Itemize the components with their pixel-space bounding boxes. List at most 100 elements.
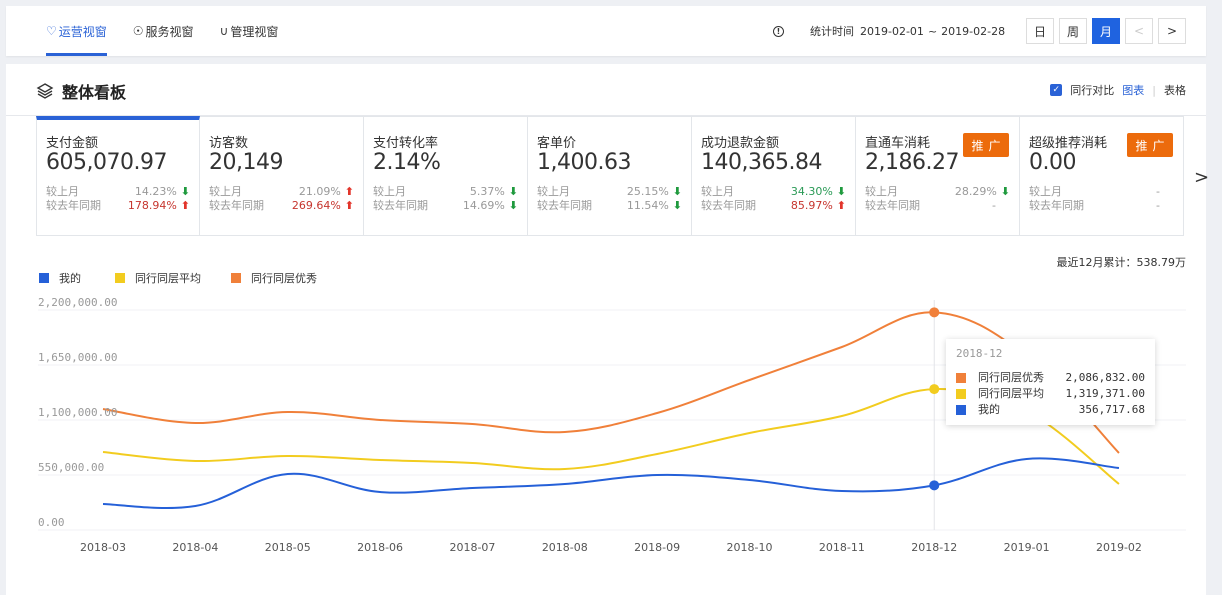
arrow-up-icon: ⬆: [180, 199, 190, 212]
metric-card[interactable]: 客单价 1,400.63 较上月 25.15% ⬇ 较去年同期 11.54% ⬇: [528, 116, 692, 236]
yoy-label: 较去年同期: [46, 199, 101, 212]
yoy-row: 较去年同期 14.69% ⬇: [373, 199, 518, 213]
metric-label: 支付金额: [46, 136, 99, 151]
mom-row: 较上月 5.37% ⬇: [373, 185, 518, 199]
twelve-month-total: 最近12月累计：538.79万: [1056, 256, 1187, 269]
arrow-down-icon: ⬇: [508, 199, 518, 212]
yoy-value: 85.97%: [790, 199, 833, 212]
yoy-label: 较去年同期: [865, 199, 920, 212]
tooltip-row: 我的 356,717.68: [956, 402, 1145, 418]
arrow-down-icon: ⬇: [1000, 185, 1010, 198]
stat-time-label: 统计时间: [810, 25, 854, 38]
metric-value: 20,149: [209, 150, 283, 175]
next-cards-arrow[interactable]: >: [1194, 167, 1210, 188]
chart-legend: 我的 同行同层平均 同行同层优秀: [39, 270, 351, 286]
week-button[interactable]: 周: [1059, 18, 1087, 44]
table-view-link[interactable]: 表格: [1164, 84, 1186, 97]
tooltip-series-value: 1,319,371.00: [1065, 387, 1145, 400]
metric-value: 2,186.27: [865, 150, 959, 175]
x-tick-label: 2018-07: [449, 541, 496, 554]
legend-label: 同行同层平均: [135, 272, 201, 285]
yoy-row: 较去年同期 269.64% ⬆: [209, 199, 354, 213]
yoy-value: -: [992, 199, 996, 212]
metric-comparison: 较上月 25.15% ⬇ 较去年同期 11.54% ⬇: [537, 185, 682, 213]
arrow-down-icon: ⬇: [508, 185, 518, 198]
metric-card[interactable]: 成功退款金额 140,365.84 较上月 34.30% ⬇ 较去年同期 85.97% ⬆: [692, 116, 856, 236]
tooltip-series-name: 我的: [978, 403, 1000, 416]
tooltip-series-value: 356,717.68: [1078, 403, 1145, 416]
month-button[interactable]: 月: [1092, 18, 1120, 44]
metric-comparison: 较上月 34.30% ⬇ 较去年同期 85.97% ⬆: [701, 185, 846, 213]
metric-card[interactable]: 超级推荐消耗 0.00 推广较上月 - 较去年同期 -: [1020, 116, 1184, 236]
mom-label: 较上月: [865, 185, 898, 198]
x-tick-label: 2018-12: [911, 541, 958, 554]
date-separator: ~: [927, 24, 938, 38]
tooltip-swatch: [956, 405, 966, 415]
tab-service[interactable]: ☉ 服务视窗: [133, 6, 194, 56]
arrow-down-icon: ⬇: [836, 185, 846, 198]
peer-compare: ✓ 同行对比 图表 | 表格: [1050, 82, 1186, 98]
y-tick-label: 550,000.00: [38, 461, 105, 474]
metric-value: 0.00: [1029, 150, 1076, 175]
arrow-up-icon: ⬆: [836, 199, 846, 212]
legend-item-top[interactable]: 同行同层优秀: [231, 270, 317, 286]
layers-icon: [36, 83, 54, 99]
info-icon[interactable]: !: [773, 25, 784, 37]
metric-card[interactable]: 访客数 20,149 较上月 21.09% ⬆ 较去年同期 269.64% ⬆: [200, 116, 364, 236]
metric-card[interactable]: 直通车消耗 2,186.27 推广较上月 28.29% ⬇ 较去年同期 -: [856, 116, 1020, 236]
mom-row: 较上月 28.29% ⬇: [865, 185, 1010, 199]
x-tick-label: 2018-10: [726, 541, 773, 554]
mom-value: 21.09%: [298, 185, 341, 198]
mom-row: 较上月 34.30% ⬇: [701, 185, 846, 199]
mom-value: -: [1156, 185, 1160, 198]
metric-comparison: 较上月 14.23% ⬇ 较去年同期 178.94% ⬆: [46, 185, 190, 213]
metric-label: 直通车消耗: [865, 136, 931, 151]
mom-row: 较上月 21.09% ⬆: [209, 185, 354, 199]
legend-item-mine[interactable]: 我的: [39, 270, 81, 286]
metric-label: 客单价: [537, 136, 577, 151]
metric-value: 605,070.97: [46, 150, 167, 175]
mom-label: 较上月: [537, 185, 570, 198]
tooltip-row: 同行同层优秀 2,086,832.00: [956, 370, 1145, 386]
tab-label: 服务视窗: [145, 24, 194, 39]
chart-view-link[interactable]: 图表: [1122, 84, 1145, 97]
x-tick-label: 2018-08: [541, 541, 588, 554]
mom-label: 较上月: [1029, 185, 1062, 198]
tooltip-swatch: [956, 373, 966, 383]
y-tick-label: 1,650,000.00: [38, 351, 118, 364]
next-period-button[interactable]: >: [1158, 18, 1186, 44]
y-tick-label: 2,200,000.00: [38, 296, 118, 309]
metric-card[interactable]: 支付转化率 2.14% 较上月 5.37% ⬇ 较去年同期 14.69% ⬇: [364, 116, 528, 236]
yoy-row: 较去年同期 85.97% ⬆: [701, 199, 846, 213]
yoy-value: 11.54%: [626, 199, 669, 212]
yoy-row: 较去年同期 11.54% ⬇: [537, 199, 682, 213]
metric-comparison: 较上月 - 较去年同期 -: [1029, 185, 1174, 213]
prev-period-button[interactable]: <: [1125, 18, 1153, 44]
metric-value: 1,400.63: [537, 150, 631, 175]
promote-button[interactable]: 推广: [963, 133, 1009, 157]
tab-management[interactable]: ∪ 管理视窗: [220, 6, 279, 56]
arrow-up-icon: ⬆: [344, 185, 354, 198]
x-tick-label: 2018-05: [264, 541, 311, 554]
peer-compare-checkbox[interactable]: ✓: [1050, 84, 1063, 96]
legend-label: 我的: [59, 272, 81, 285]
day-button[interactable]: 日: [1026, 18, 1054, 44]
x-tick-label: 2018-06: [357, 541, 404, 554]
headset-icon: ☉: [132, 24, 144, 38]
panel-title: 整体看板: [36, 79, 126, 103]
yoy-value: 269.64%: [291, 199, 341, 212]
legend-item-average[interactable]: 同行同层平均: [115, 270, 201, 286]
tab-label: 管理视窗: [230, 24, 279, 39]
x-tick-label: 2019-01: [1003, 541, 1050, 554]
mom-value: 5.37%: [469, 185, 505, 198]
metric-comparison: 较上月 28.29% ⬇ 较去年同期 -: [865, 185, 1010, 213]
y-tick-label: 1,100,000.00: [38, 406, 118, 419]
tab-operations[interactable]: ♡ 运营视窗: [46, 6, 107, 56]
promote-button[interactable]: 推广: [1127, 133, 1173, 157]
x-tick-label: 2018-04: [172, 541, 219, 554]
metric-label: 访客数: [209, 136, 249, 151]
yoy-row: 较去年同期 -: [1029, 199, 1174, 213]
yoy-label: 较去年同期: [373, 199, 428, 212]
metric-label: 超级推荐消耗: [1029, 136, 1108, 151]
metric-card[interactable]: 支付金额 605,070.97 较上月 14.23% ⬇ 较去年同期 178.94% ⬆: [36, 116, 200, 236]
